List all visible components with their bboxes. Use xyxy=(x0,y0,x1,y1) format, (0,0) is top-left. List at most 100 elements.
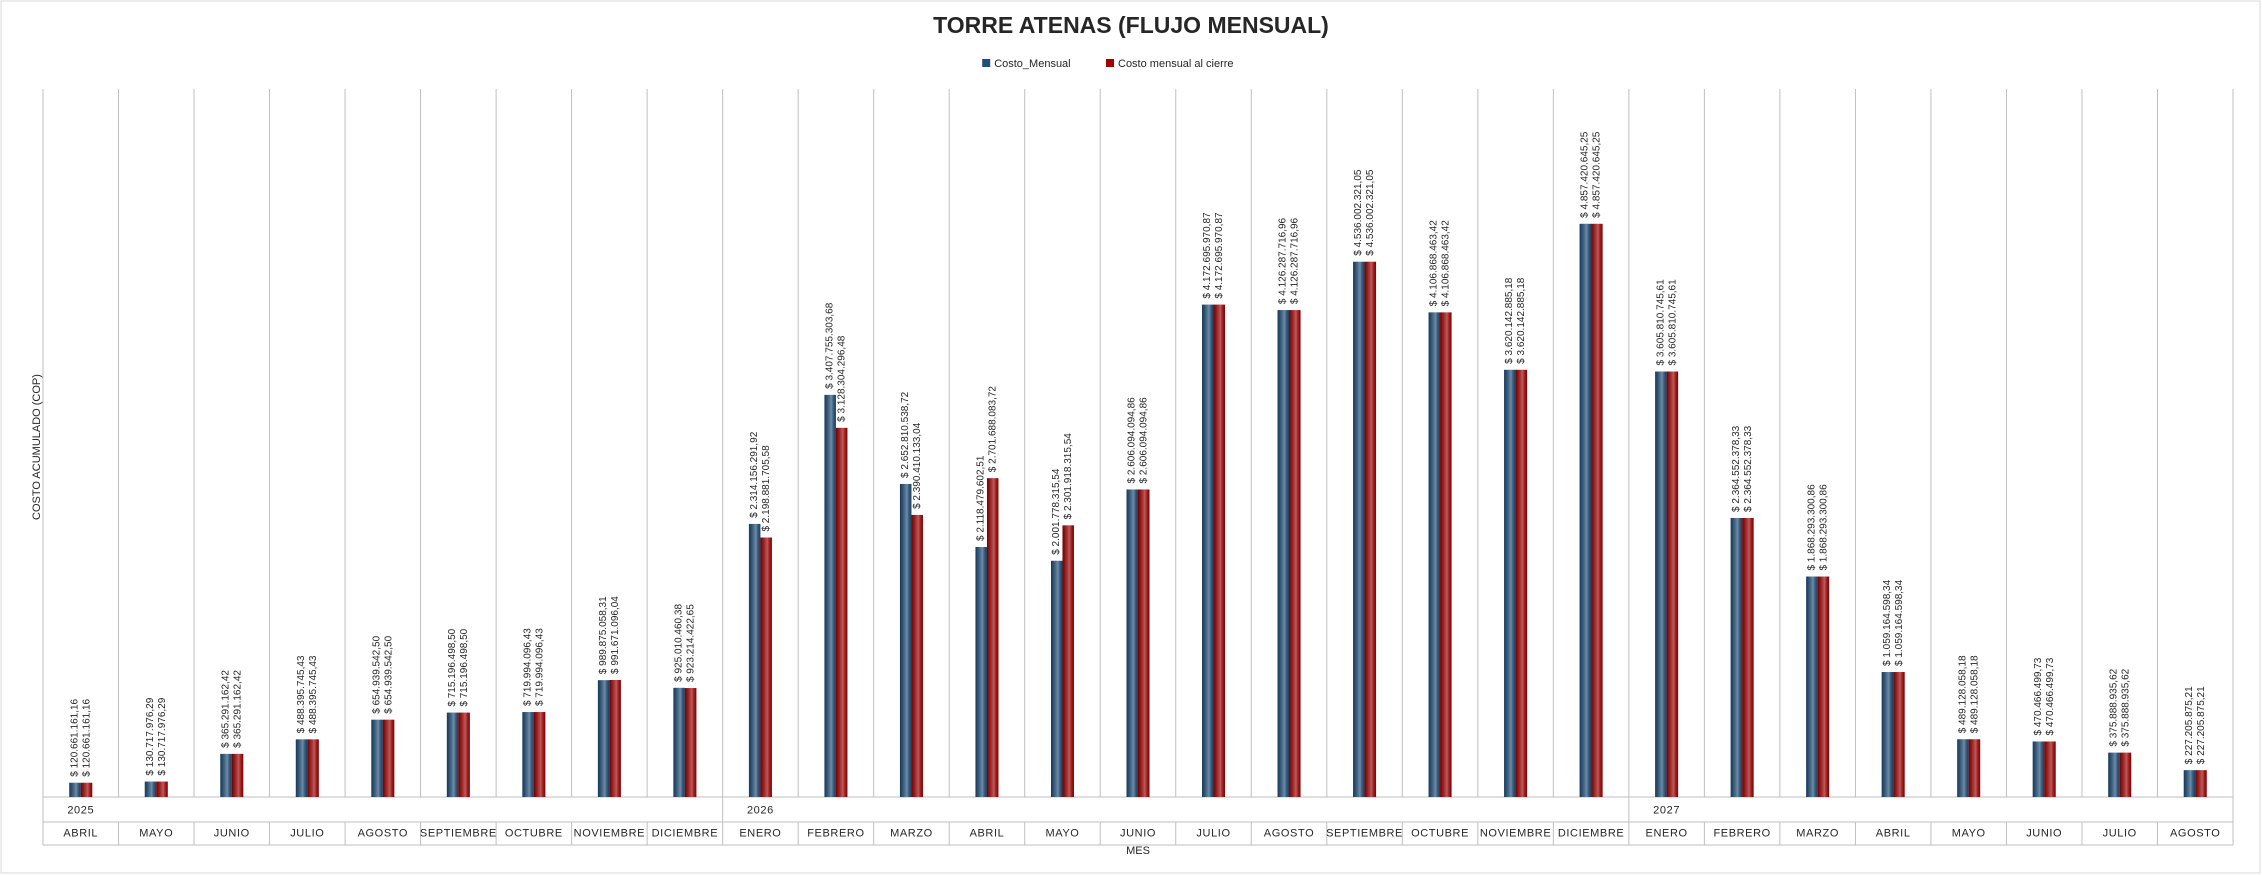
x-tick-label: JULIO xyxy=(1196,827,1230,839)
y-axis-label: COSTO ACUMULADO (COP) xyxy=(31,374,43,520)
value-label: $ 470.466.499,73 xyxy=(2033,657,2044,735)
value-label: $ 1.059.164.598,34 xyxy=(1894,579,1905,666)
value-label: $ 120.661.161,16 xyxy=(69,698,80,776)
bar-sheen xyxy=(1440,312,1452,797)
x-tick-label: AGOSTO xyxy=(2170,827,2220,839)
bar-sheen xyxy=(307,739,319,797)
value-label: $ 2.198.881.705,58 xyxy=(761,445,772,532)
bar-sheen xyxy=(156,781,168,797)
x-tick-label: AGOSTO xyxy=(1264,827,1314,839)
bar-sheen xyxy=(1062,525,1074,797)
bar-sheen xyxy=(1730,517,1743,797)
bar-sheen xyxy=(144,781,157,797)
value-label: $ 365.291.162,42 xyxy=(232,670,243,748)
value-label: $ 989.875.058,31 xyxy=(598,596,609,674)
value-label: $ 715.196.498,50 xyxy=(447,628,458,706)
year-label: 2026 xyxy=(747,804,774,816)
value-label: $ 991.671.096,04 xyxy=(610,596,621,674)
x-tick-label: ABRIL xyxy=(63,827,98,839)
bar-sheen xyxy=(371,719,383,797)
x-tick-label: ENERO xyxy=(1646,827,1688,839)
value-label: $ 365.291.162,42 xyxy=(220,670,231,748)
value-label: $ 2.390.410.133,04 xyxy=(912,422,923,509)
value-label: $ 923.214.422,65 xyxy=(686,604,697,682)
bar-sheen xyxy=(986,478,999,797)
x-tick-label: MAYO xyxy=(139,827,173,839)
bar-sheen xyxy=(1138,489,1150,797)
bar-sheen xyxy=(80,782,93,797)
x-tick-label: AGOSTO xyxy=(358,827,408,839)
bar-sheen xyxy=(835,427,848,797)
x-tick-label: FEBRERO xyxy=(807,827,864,839)
bar-sheen xyxy=(1050,560,1063,797)
value-label: $ 375.888.935,62 xyxy=(2108,668,2119,746)
value-label: $ 2.118.479.602,51 xyxy=(976,455,987,541)
value-label: $ 3.407.755.303,68 xyxy=(825,302,836,389)
x-tick-label: MAYO xyxy=(1952,827,1986,839)
value-label: $ 4.536.002.321,05 xyxy=(1365,169,1376,256)
legend-swatch xyxy=(982,59,991,67)
bar-sheen xyxy=(2108,752,2120,797)
value-label: $ 130.717.976,29 xyxy=(157,697,168,775)
bar-sheen xyxy=(1515,369,1528,797)
value-label: $ 719.994.096,43 xyxy=(535,628,546,706)
bar-sheen xyxy=(1202,304,1214,797)
bar-sheen xyxy=(446,712,459,797)
bar-sheen xyxy=(684,688,697,797)
bar-sheen xyxy=(1213,304,1226,797)
bar-sheen xyxy=(760,537,772,797)
bar-sheen xyxy=(295,739,308,797)
value-label: $ 1.868.293.300,86 xyxy=(1806,484,1817,571)
value-label: $ 120.661.161,16 xyxy=(81,698,92,776)
value-label: $ 2.701.688.083,72 xyxy=(988,386,999,473)
value-label: $ 654.939.542,50 xyxy=(371,635,382,713)
bar-sheen xyxy=(911,514,923,797)
value-label: $ 2.364.552.378,33 xyxy=(1731,425,1742,512)
legend-swatch xyxy=(1106,59,1114,67)
value-label: $ 4.857.420.645,25 xyxy=(1580,131,1591,218)
x-tick-label: MAYO xyxy=(1045,827,1079,839)
value-label: $ 925.010.460,38 xyxy=(674,604,685,682)
bar-sheen xyxy=(1579,223,1592,798)
year-label: 2025 xyxy=(67,804,94,816)
value-label: $ 4.172.695.970,87 xyxy=(1202,212,1213,299)
value-label: $ 130.717.976,29 xyxy=(145,697,156,775)
bar-sheen xyxy=(1591,223,1603,798)
x-tick-label: OCTUBRE xyxy=(505,827,563,839)
bar-sheen xyxy=(1957,739,1969,797)
bar-sheen xyxy=(824,394,836,797)
value-label: $ 2.606.094.094,86 xyxy=(1127,397,1138,484)
x-tick-label: OCTUBRE xyxy=(1411,827,1469,839)
x-tick-label: JUNIO xyxy=(214,827,250,839)
value-label: $ 4.126.287.716,96 xyxy=(1290,217,1301,304)
x-tick-label: SEPTIEMBRE xyxy=(1326,827,1403,839)
bar-sheen xyxy=(1666,371,1679,797)
value-label: $ 3.620.142.885,18 xyxy=(1504,277,1515,364)
x-tick-label: ABRIL xyxy=(970,827,1005,839)
x-tick-label: SEPTIEMBRE xyxy=(420,827,497,839)
x-tick-label: DICIEMBRE xyxy=(652,827,719,839)
value-label: $ 488.395.745,43 xyxy=(296,655,307,733)
value-label: $ 3.605.810.745,61 xyxy=(1655,279,1666,366)
bar-sheen xyxy=(899,483,912,797)
bar-sheen xyxy=(609,679,621,797)
bar-sheen xyxy=(597,680,610,797)
bar-sheen xyxy=(69,782,81,797)
bar-sheen xyxy=(2044,741,2056,797)
bar-sheen xyxy=(1655,371,1667,797)
value-label: $ 2.652.810.538,72 xyxy=(900,391,911,478)
value-label: $ 227.205.875,21 xyxy=(2184,686,2195,764)
bar-sheen xyxy=(1817,576,1830,797)
value-label: $ 719.994.096,43 xyxy=(523,628,534,706)
x-tick-label: NOVIEMBRE xyxy=(574,827,645,839)
value-label: $ 2.606.094.094,86 xyxy=(1139,397,1150,484)
value-label: $ 2.301.918.315,54 xyxy=(1063,433,1074,520)
bar-sheen xyxy=(748,523,761,797)
bar-sheen xyxy=(533,712,546,797)
x-tick-label: ABRIL xyxy=(1876,827,1911,839)
value-label: $ 2.001.778.315,54 xyxy=(1051,468,1062,555)
bar-sheen xyxy=(2195,770,2207,797)
value-label: $ 1.868.293.300,86 xyxy=(1818,484,1829,571)
legend-label: Costo_Mensual xyxy=(994,58,1070,70)
